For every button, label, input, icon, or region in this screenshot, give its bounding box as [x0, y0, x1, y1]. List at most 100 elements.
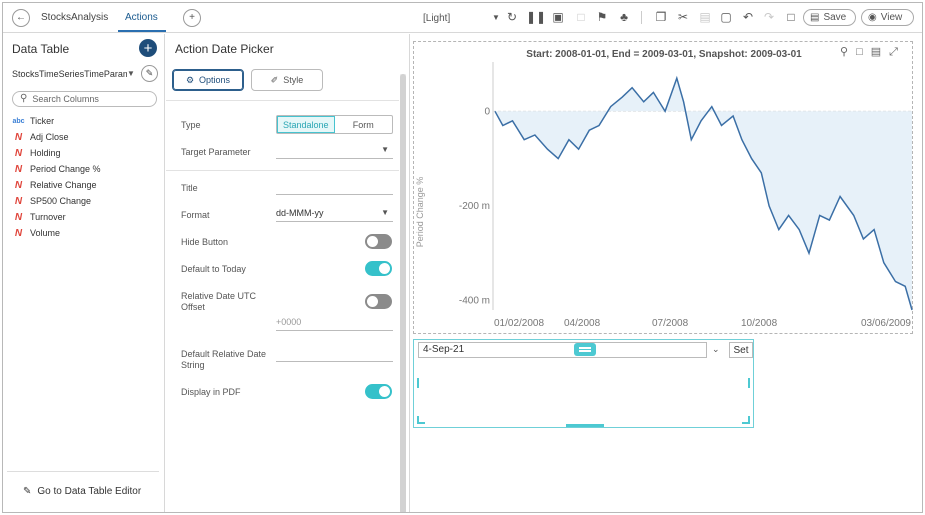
- snapshot-icon[interactable]: ▣: [552, 10, 564, 24]
- cut-icon[interactable]: ✂: [677, 10, 689, 24]
- title-input[interactable]: [276, 177, 393, 195]
- gear-icon: ⚙: [185, 74, 195, 85]
- series-line: [494, 75, 913, 311]
- y-tick-label: -200 m: [459, 201, 490, 212]
- undo-icon[interactable]: ↶: [742, 10, 754, 24]
- column-item-sp500-change[interactable]: N SP500 Change: [12, 193, 101, 209]
- expand-icon[interactable]: ⤢: [889, 46, 898, 58]
- column-name: Period Change %: [30, 164, 101, 174]
- eye-icon: ◉: [868, 12, 877, 23]
- chevron-down-icon[interactable]: ▼: [127, 69, 135, 78]
- default-today-label: Default to Today: [181, 264, 246, 274]
- select-icon[interactable]: □: [856, 46, 863, 58]
- column-item-volume[interactable]: N Volume: [12, 225, 101, 241]
- column-item-holding[interactable]: N Holding: [12, 145, 101, 161]
- resize-handle-right[interactable]: [748, 378, 750, 388]
- go-to-editor-label: Go to Data Table Editor: [37, 486, 142, 497]
- default-today-toggle[interactable]: [365, 261, 392, 276]
- default-relative-date-input[interactable]: [276, 344, 393, 362]
- target-parameter-select[interactable]: ▼: [276, 141, 393, 159]
- bookmark-icon[interactable]: ⚑: [596, 10, 608, 24]
- column-name: Holding: [30, 148, 61, 158]
- dashboard-canvas: Start: 2008-01-01, End = 2009-03-01, Sna…: [409, 34, 922, 512]
- numeric-type-icon: N: [14, 179, 23, 191]
- date-input[interactable]: 4-Sep-21: [418, 342, 707, 358]
- style-tab-button[interactable]: ✐ Style: [251, 69, 323, 91]
- x-tick-label: 01/02/2008: [494, 318, 544, 329]
- column-item-turnover[interactable]: N Turnover: [12, 209, 101, 225]
- comment-icon[interactable]: □: [787, 10, 795, 24]
- format-select[interactable]: dd-MMM-yy ▼: [276, 204, 393, 222]
- theme-selector[interactable]: [Light]: [423, 13, 451, 24]
- default-relative-date-label: Default Relative Date String: [181, 349, 267, 370]
- resize-handle-left[interactable]: [417, 378, 419, 388]
- relative-utc-toggle[interactable]: [365, 294, 392, 309]
- y-axis-label: Period Change %: [415, 177, 425, 248]
- go-to-editor-link[interactable]: ✎ Go to Data Table Editor: [23, 486, 141, 497]
- chart-title: Start: 2008-01-01, End = 2009-03-01, Sna…: [526, 49, 802, 60]
- active-tab-indicator: [118, 30, 166, 32]
- set-button[interactable]: Set: [729, 342, 753, 358]
- column-item-period-change[interactable]: N Period Change %: [12, 161, 101, 177]
- chart-toolbar: ⚲ □ ▤ ⤢: [840, 47, 898, 59]
- resize-handle-bottom[interactable]: [566, 424, 604, 427]
- display-pdf-label: Display in PDF: [181, 387, 241, 397]
- chevron-down-icon[interactable]: ⌄: [712, 344, 720, 354]
- drag-handle-icon[interactable]: [574, 343, 596, 356]
- search-input[interactable]: [32, 94, 143, 104]
- delete-icon[interactable]: ▢: [720, 10, 732, 24]
- type-standalone-option[interactable]: Standalone: [277, 116, 335, 133]
- data-source-select[interactable]: StocksTimeSeriesTimeParameter: [12, 69, 127, 79]
- style-label: Style: [283, 75, 304, 85]
- type-form-option[interactable]: Form: [352, 119, 374, 130]
- y-tick-label: -400 m: [459, 296, 490, 307]
- view-label: View: [880, 12, 903, 23]
- numeric-type-icon: N: [14, 195, 23, 207]
- tab-actions[interactable]: Actions: [125, 12, 158, 23]
- pause-icon[interactable]: ❚❚: [525, 10, 547, 24]
- numeric-type-icon: N: [14, 131, 23, 143]
- export-icon[interactable]: ▤: [870, 46, 882, 58]
- properties-scrollbar[interactable]: [400, 74, 406, 512]
- data-table-panel: Data Table + StocksTimeSeriesTimeParamet…: [3, 34, 165, 512]
- toolbar-divider: [641, 11, 642, 24]
- column-item-relative-change[interactable]: N Relative Change: [12, 177, 101, 193]
- search-columns-field[interactable]: ⚲: [12, 91, 157, 107]
- tab-stocksanalysis[interactable]: StocksAnalysis: [41, 12, 109, 23]
- column-item-ticker[interactable]: abc Ticker: [12, 113, 101, 129]
- edit-pencil-icon[interactable]: ✎: [141, 65, 158, 82]
- panel-title: Action Date Picker: [175, 42, 274, 56]
- hide-button-toggle[interactable]: [365, 234, 392, 249]
- display-pdf-toggle[interactable]: [365, 384, 392, 399]
- properties-panel: Action Date Picker ⚙ Options ✐ Style Typ…: [166, 34, 408, 512]
- column-name: Adj Close: [30, 132, 69, 142]
- chevron-down-icon[interactable]: ▼: [492, 13, 500, 22]
- brush-icon: ✐: [270, 74, 279, 85]
- refresh-icon[interactable]: ↻: [506, 10, 518, 24]
- line-chart-panel[interactable]: Start: 2008-01-01, End = 2009-03-01, Sna…: [413, 41, 913, 334]
- resize-corner[interactable]: [417, 416, 425, 424]
- column-name: SP500 Change: [30, 196, 92, 206]
- numeric-type-icon: N: [14, 227, 23, 239]
- back-icon[interactable]: ←: [12, 9, 30, 27]
- footer-divider: [7, 471, 159, 472]
- options-tab-button[interactable]: ⚙ Options: [172, 69, 244, 91]
- view-button[interactable]: ◉ View: [861, 9, 914, 26]
- bell-icon[interactable]: ♣: [620, 10, 628, 24]
- redo-icon: ↷: [763, 10, 775, 24]
- column-item-adj-close[interactable]: N Adj Close: [12, 129, 101, 145]
- numeric-type-icon: N: [14, 147, 23, 159]
- scrollbar-thumb[interactable]: [400, 74, 406, 512]
- add-data-icon[interactable]: +: [139, 39, 157, 57]
- utc-offset-input[interactable]: +0000: [276, 313, 393, 331]
- copy-icon[interactable]: ❐: [655, 10, 667, 24]
- type-label: Type: [181, 120, 201, 130]
- add-tab-icon[interactable]: +: [183, 9, 201, 27]
- resize-corner[interactable]: [742, 416, 750, 424]
- y-tick-label: 0: [484, 106, 490, 117]
- save-button[interactable]: ▤ Save: [803, 9, 856, 26]
- x-tick-label: 10/2008: [741, 318, 778, 329]
- date-picker-panel[interactable]: 4-Sep-21 ⌄ Set: [413, 339, 754, 428]
- search-icon[interactable]: ⚲: [840, 46, 849, 58]
